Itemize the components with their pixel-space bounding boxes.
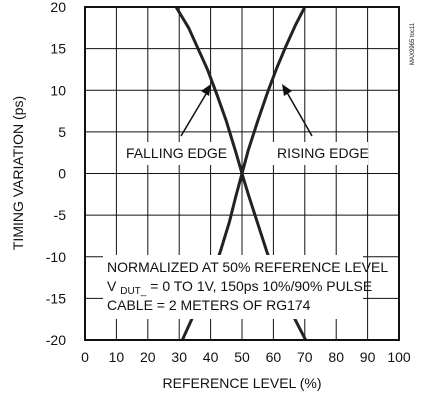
rising-edge-label: RISING EDGE: [277, 145, 369, 161]
falling-edge-label: FALLING EDGE: [126, 145, 227, 161]
y-axis-title: TIMING VARIATION (ps): [10, 96, 26, 250]
y-tick-label: 20: [50, 0, 66, 15]
x-tick-label: 30: [171, 349, 187, 365]
x-tick-label: 50: [234, 349, 250, 365]
figure-id-label: MAX9965 toc11: [410, 22, 416, 65]
x-tick-label: 80: [328, 349, 344, 365]
y-tick-label: -10: [46, 249, 66, 265]
x-axis-title: REFERENCE LEVEL (%): [163, 375, 322, 391]
note-line-3: CABLE = 2 METERS OF RG174: [107, 297, 311, 313]
note-line-2-suffix: = 0 TO 1V, 150ps 10%/90% PULSE: [150, 278, 372, 294]
note-background: [103, 255, 363, 319]
y-tick-label: 15: [50, 41, 66, 57]
y-tick-label: -15: [46, 290, 66, 306]
plot-frame: [84, 6, 400, 341]
x-tick-label: 70: [297, 349, 313, 365]
note-line-2-prefix: V: [107, 278, 117, 294]
y-tick-label: 5: [58, 124, 66, 140]
x-tick-label: 100: [387, 349, 411, 365]
y-tick-label: -5: [54, 207, 67, 223]
y-axis-ticks: 20 15 10 5 0 -5 -10 -15 -20: [46, 0, 66, 348]
note-line-2-subscript: DUT_: [120, 286, 147, 297]
falling-edge-arrow-shaft: [180, 88, 210, 137]
note-line-2: V DUT_ = 0 TO 1V, 150ps 10%/90% PULSE: [107, 278, 372, 297]
y-tick-label: -20: [46, 332, 66, 348]
falling-edge-label-background: [122, 142, 226, 165]
x-tick-label: 0: [81, 349, 89, 365]
y-tick-label: 0: [58, 166, 66, 182]
x-axis-ticks: 0 10 20 30 40 50 60 70 80 90 100: [81, 349, 411, 365]
rising-edge-arrow-shaft: [284, 88, 313, 137]
falling-edge-arrowhead: [201, 84, 211, 96]
x-tick-label: 20: [140, 349, 156, 365]
rising-edge-label-background: [272, 142, 368, 165]
x-tick-label: 40: [203, 349, 219, 365]
y-tick-label: 10: [50, 82, 66, 98]
x-tick-label: 10: [109, 349, 125, 365]
x-tick-label: 90: [360, 349, 376, 365]
rising-edge-arrowhead: [282, 84, 292, 96]
note-line-1: NORMALIZED AT 50% REFERENCE LEVEL: [107, 259, 388, 275]
x-tick-label: 60: [266, 349, 282, 365]
